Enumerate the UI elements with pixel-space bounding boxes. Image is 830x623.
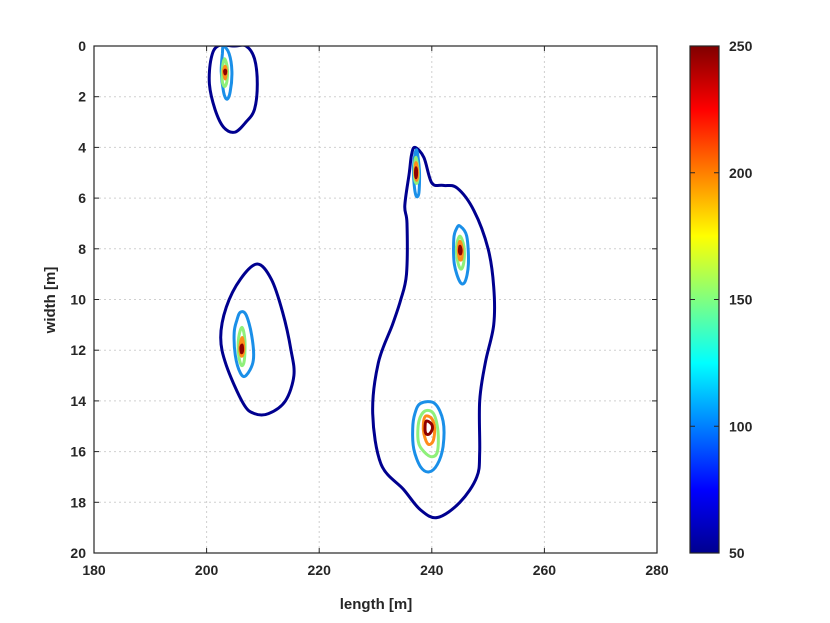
colorbar-tick-label: 150 [729, 292, 753, 308]
x-tick-label: 260 [533, 562, 557, 578]
colorbar-tick-label: 100 [729, 418, 753, 434]
y-tick-label: 14 [70, 393, 86, 409]
x-tick-label: 220 [308, 562, 332, 578]
y-tick-label: 20 [70, 545, 86, 561]
contour-150-middle [236, 325, 247, 368]
colorbar-tick-label: 200 [729, 165, 753, 181]
contour-100-topleft [219, 46, 234, 101]
y-tick-label: 0 [78, 38, 86, 54]
y-tick-label: 4 [78, 139, 86, 155]
contour-150-right-b [454, 234, 466, 271]
y-axis-label: width [m] [42, 267, 59, 335]
contour-250-right-b [457, 244, 463, 256]
colorbar-ticks: 50 100 150 200 250 [690, 38, 753, 561]
y-tick-label: 2 [78, 89, 86, 105]
contour-250-right-c [423, 419, 434, 436]
x-tick-label: 280 [645, 562, 669, 578]
x-tick-label: 240 [420, 562, 444, 578]
colorbar-tick-label: 250 [729, 38, 753, 54]
contour-200-right-c [421, 414, 437, 447]
y-axis-ticks: 0 2 4 6 8 10 12 14 16 18 20 [70, 38, 657, 561]
contour-250-middle [239, 343, 245, 355]
y-tick-label: 10 [70, 292, 86, 308]
colorbar-tick-label: 50 [729, 545, 745, 561]
contour-lines [207, 46, 497, 520]
y-tick-label: 18 [70, 494, 86, 510]
contour-100-middle [232, 310, 256, 379]
y-tick-label: 12 [70, 342, 86, 358]
contour-100-right-b [452, 224, 470, 286]
y-tick-label: 8 [78, 241, 86, 257]
contour-50-right [371, 145, 497, 520]
contour-150-right-c [416, 408, 440, 459]
y-tick-label: 16 [70, 444, 86, 460]
y-tick-label: 6 [78, 190, 86, 206]
x-axis-ticks: 180 200 220 240 260 280 [82, 46, 669, 578]
contour-100-right-c [411, 400, 446, 474]
grid-lines [94, 46, 657, 553]
x-axis-label: length [m] [340, 596, 413, 613]
contour-250-topleft [223, 68, 228, 76]
contour-50-topleft [207, 46, 259, 134]
x-tick-label: 200 [195, 562, 219, 578]
contour-50-middle [219, 262, 296, 417]
x-tick-label: 180 [82, 562, 106, 578]
contour-250-right-a [414, 166, 419, 180]
